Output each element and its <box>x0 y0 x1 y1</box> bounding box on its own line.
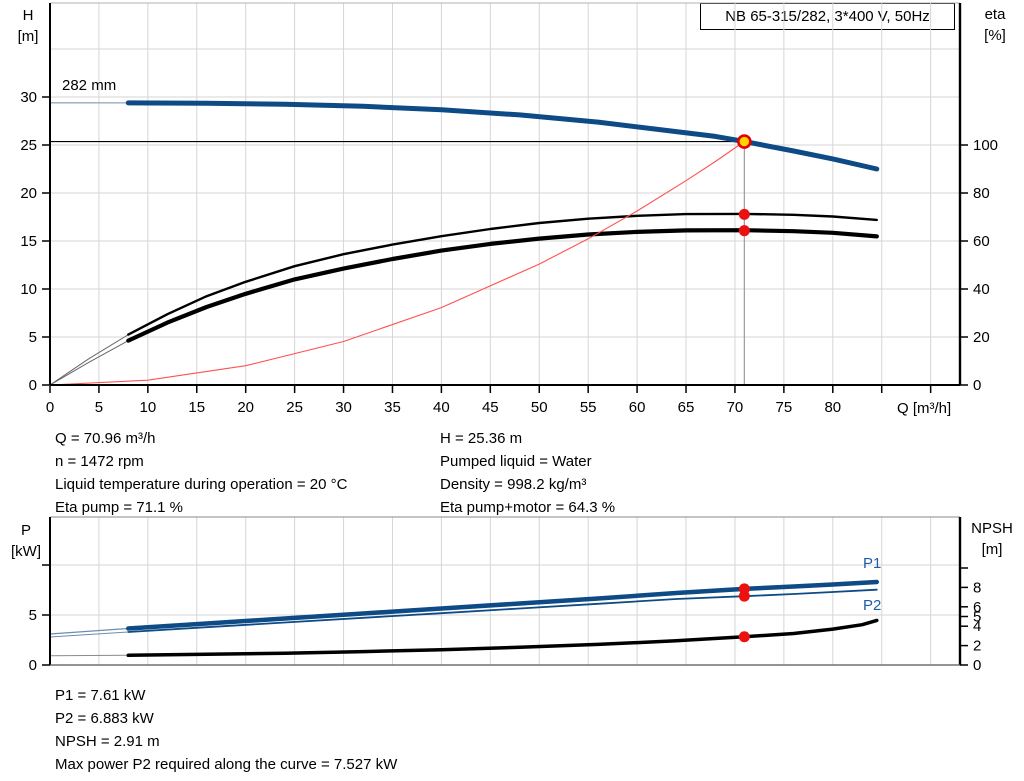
npsh-axis-label: NPSH [m] <box>962 518 1022 560</box>
results-block: P1 = 7.61 kW P2 = 6.883 kW NPSH = 2.91 m… <box>55 684 397 776</box>
x-tick-label: 25 <box>286 399 303 416</box>
x-tick-label: 10 <box>140 399 157 416</box>
p-axis-label-line2: [kW] <box>11 543 41 560</box>
left-tick-label: 15 <box>20 233 37 250</box>
power-npsh-chart: P1 P2 0 5 0 2 4 5 6 8 <box>29 516 981 674</box>
eta-marker-dot <box>738 208 750 220</box>
x-tick-label: 15 <box>188 399 205 416</box>
info-eta-pump: Eta pump = 71.1 % <box>55 499 183 516</box>
right-tick-label: 100 <box>973 137 998 154</box>
x-tick-label: 80 <box>824 399 841 416</box>
left-tick-label: 0 <box>29 377 37 394</box>
info-pumped-liquid: Pumped liquid = Water <box>440 453 592 470</box>
h-axis-label-line2: [m] <box>17 28 39 45</box>
info-q: Q = 70.96 m³/h <box>55 430 156 447</box>
result-p2: P2 = 6.883 kW <box>55 710 154 727</box>
curve-p2-lead <box>49 631 129 638</box>
q-axis-label: Q [m³/h] <box>897 400 952 417</box>
curve-p2 <box>127 588 878 633</box>
x-tick-label: 0 <box>46 399 54 416</box>
curve-eta_pump <box>127 212 878 336</box>
right-tick-label: 40 <box>973 281 990 298</box>
curve-system_curve <box>49 140 745 386</box>
x-tick-label: 60 <box>629 399 646 416</box>
left-tick-label: 5 <box>29 329 37 346</box>
right-tick-label: 0 <box>973 657 981 674</box>
right-tick-label: 4 <box>973 618 981 635</box>
h-axis-label-line1: H <box>22 7 34 24</box>
info-eta-pump-motor: Eta pump+motor = 64.3 % <box>440 499 616 516</box>
curve-p1-lead <box>49 627 129 635</box>
info-head: H = 25.36 m <box>440 430 523 447</box>
pump-title-text: NB 65-315/282, 3*400 V, 50Hz <box>725 8 930 25</box>
curve-npsh-lead <box>49 654 129 657</box>
left-tick-label: 10 <box>20 281 37 298</box>
duty-point-marker <box>737 134 752 149</box>
x-tick-label: 50 <box>531 399 548 416</box>
impeller-diameter-label: 282 mm <box>62 77 117 94</box>
x-tick-label: 35 <box>384 399 401 416</box>
curve-npsh <box>126 618 879 658</box>
curve-label-p2: P2 <box>863 597 881 614</box>
result-max-p2: Max power P2 required along the curve = … <box>55 756 398 773</box>
right-tick-label: 20 <box>973 329 990 346</box>
duty-info-left: Q = 70.96 m³/h n = 1472 rpm Liquid tempe… <box>55 427 347 519</box>
curve-label-p1: P1 <box>863 555 881 572</box>
eta-marker-dot <box>738 225 750 237</box>
eta-axis-label: eta [%] <box>968 4 1022 46</box>
npsh-axis-label-line2: [m] <box>981 541 1003 558</box>
eta-axis-label-line1: eta <box>984 6 1006 23</box>
npsh-axis-label-line1: NPSH <box>971 520 1013 537</box>
info-speed: n = 1472 rpm <box>55 453 144 470</box>
duty-info-right: H = 25.36 m Pumped liquid = Water Densit… <box>440 427 615 519</box>
curve-eta_pump_motor <box>126 228 879 343</box>
curve-eta_pump_motor-lead <box>49 340 129 386</box>
x-tick-label: 75 <box>776 399 793 416</box>
x-tick-label: 45 <box>482 399 499 416</box>
x-tick-label: 65 <box>678 399 695 416</box>
right-tick-label: 80 <box>973 185 990 202</box>
hq-eta-chart: 0 5 10 15 20 25 30 35 40 45 50 55 60 65 70 75 80 0 5 10 15 20… <box>20 2 998 416</box>
info-density: Density = 998.2 kg/m³ <box>440 476 587 493</box>
curve-eta_pump-lead <box>49 334 129 386</box>
right-tick-label: 6 <box>973 599 981 616</box>
x-tick-label: 40 <box>433 399 450 416</box>
x-tick-label: 5 <box>95 399 103 416</box>
left-tick-label: 5 <box>29 607 37 624</box>
left-tick-label: 0 <box>29 657 37 674</box>
x-tick-label: 55 <box>580 399 597 416</box>
eta-axis-label-line2: [%] <box>984 27 1006 44</box>
result-p1: P1 = 7.61 kW <box>55 687 146 704</box>
left-tick-label: 20 <box>20 185 37 202</box>
left-tick-label: 30 <box>20 89 37 106</box>
p-axis-label: P [kW] <box>4 520 48 562</box>
curve-head_282mm <box>125 100 880 172</box>
info-liquid-temp: Liquid temperature during operation = 20… <box>55 476 348 493</box>
result-npsh: NPSH = 2.91 m <box>55 733 160 750</box>
x-tick-label: 20 <box>237 399 254 416</box>
hq-eta-chart-svg: 0 5 10 15 20 25 30 35 40 45 50 55 60 65 70 75 80 0 5 10 15 20… <box>20 2 998 416</box>
x-tick-label: 70 <box>727 399 744 416</box>
duty-marker-p2 <box>738 590 750 602</box>
x-tick-label: 30 <box>335 399 352 416</box>
duty-marker-npsh <box>738 631 750 643</box>
left-tick-label: 25 <box>20 137 37 154</box>
h-axis-label: H [m] <box>8 5 48 47</box>
p-axis-label-line1: P <box>20 522 31 539</box>
right-tick-label: 0 <box>973 377 981 394</box>
right-tick-label: 5 <box>973 609 981 626</box>
right-tick-label: 8 <box>973 579 981 596</box>
right-tick-label: 60 <box>973 233 990 250</box>
pump-title-box: NB 65-315/282, 3*400 V, 50Hz <box>700 3 955 30</box>
right-tick-label: 2 <box>973 638 981 655</box>
curve-p1 <box>126 579 880 631</box>
